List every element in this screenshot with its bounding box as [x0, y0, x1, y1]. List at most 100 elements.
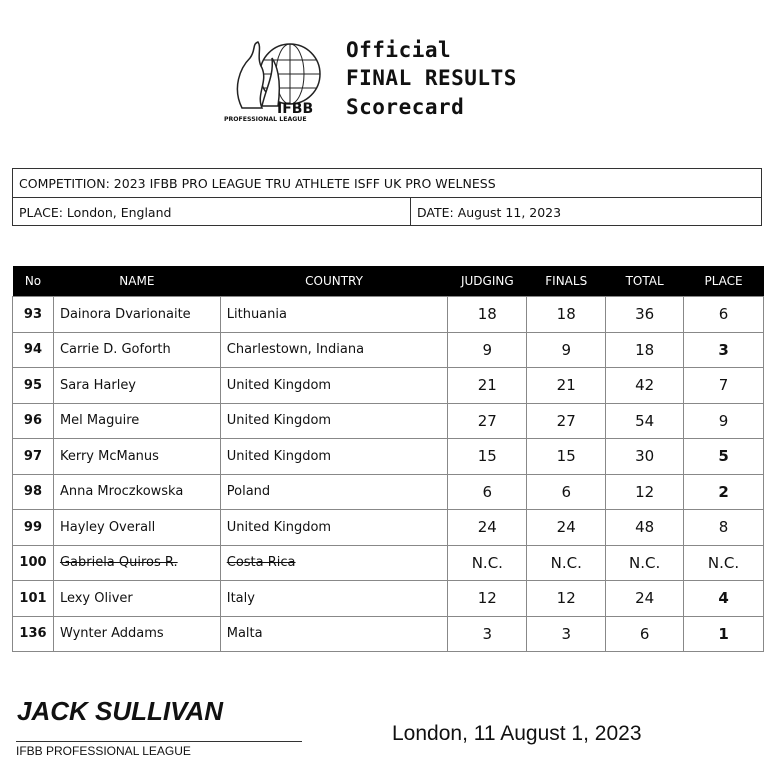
svg-text:IFBB: IFBB: [277, 101, 313, 117]
cell-place: N.C.: [683, 544, 764, 581]
cell-judging: 12: [447, 580, 528, 617]
cell-place: 8: [683, 509, 764, 546]
cell-finals: 21: [526, 367, 607, 404]
results-table: No NAME COUNTRY JUDGING FINALS TOTAL PLACE 93 D…: [12, 266, 764, 652]
competition-place: PLACE: London, England: [13, 198, 411, 226]
cell-total: N.C.: [605, 544, 685, 581]
cell-total: 48: [605, 509, 685, 546]
column-header: COUNTRY: [220, 266, 448, 297]
cell-no: 98: [12, 473, 54, 510]
cell-place: 5: [683, 438, 764, 475]
cell-no: 93: [12, 296, 54, 333]
cell-country: Charlestown, Indiana: [219, 331, 449, 368]
cell-name: Mel Maguire: [52, 402, 221, 439]
cell-total: 24: [605, 580, 685, 617]
place-date: London, 11 August 1, 2023: [392, 722, 642, 745]
title-official: Official: [346, 38, 452, 62]
cell-country: Lithuania: [219, 296, 449, 333]
cell-finals: 15: [526, 438, 607, 475]
cell-finals: 3: [526, 615, 607, 652]
cell-total: 36: [605, 296, 685, 333]
cell-finals: 24: [526, 509, 607, 546]
cell-place: 7: [683, 367, 764, 404]
cell-country: Costa Rica: [219, 544, 449, 581]
table-row: 95 Sara Harley United Kingdom 21 21 42 7: [12, 367, 764, 404]
table-row: 97 Kerry McManus United Kingdom 15 15 30 5: [12, 438, 764, 475]
column-header: JUDGING: [447, 266, 527, 297]
signature-line: [16, 741, 302, 742]
cell-no: 99: [12, 509, 54, 546]
cell-total: 30: [605, 438, 685, 475]
table-row: 99 Hayley Overall United Kingdom 24 24 48 8: [12, 509, 764, 546]
cell-name: Lexy Oliver: [52, 580, 221, 617]
column-header: TOTAL: [605, 266, 684, 297]
cell-no: 94: [12, 331, 54, 368]
title-scorecard: Scorecard: [346, 95, 465, 119]
table-row: 98 Anna Mroczkowska Poland 6 6 12 2: [12, 473, 764, 510]
cell-finals: N.C.: [526, 544, 607, 581]
cell-judging: 15: [447, 438, 528, 475]
cell-judging: 6: [447, 473, 528, 510]
table-row: 136 Wynter Addams Malta 3 3 6 1: [12, 615, 764, 652]
cell-name: Hayley Overall: [52, 509, 221, 546]
column-header: FINALS: [526, 266, 606, 297]
cell-country: United Kingdom: [219, 509, 449, 546]
cell-judging: 18: [447, 296, 528, 333]
cell-name: Dainora Dvarionaite: [52, 296, 221, 333]
column-header: NAME: [53, 266, 221, 297]
table-row: 101 Lexy Oliver Italy 12 12 24 4: [12, 580, 764, 617]
cell-total: 12: [605, 473, 685, 510]
signature-org: IFBB PROFESSIONAL LEAGUE: [16, 744, 191, 758]
cell-judging: 9: [447, 331, 528, 368]
cell-judging: 27: [447, 402, 528, 439]
cell-name: Anna Mroczkowska: [52, 473, 221, 510]
cell-place: 3: [683, 331, 764, 368]
svg-text:PROFESSIONAL LEAGUE: PROFESSIONAL LEAGUE: [224, 116, 307, 122]
cell-place: 2: [683, 473, 764, 510]
cell-finals: 12: [526, 580, 607, 617]
cell-name: Kerry McManus: [52, 438, 221, 475]
cell-no: 100: [12, 544, 54, 581]
cell-place: 9: [683, 402, 764, 439]
cell-country: United Kingdom: [219, 367, 449, 404]
cell-country: Malta: [219, 615, 449, 652]
cell-country: Poland: [219, 473, 449, 510]
cell-judging: 3: [447, 615, 528, 652]
cell-no: 101: [12, 580, 54, 617]
signature-name: JACK SULLIVAN: [17, 696, 224, 726]
cell-name: Sara Harley: [52, 367, 221, 404]
cell-country: United Kingdom: [219, 402, 449, 439]
title-final-results: FINAL RESULTS: [346, 66, 517, 90]
table-row: 93 Dainora Dvarionaite Lithuania 18 18 36 6: [12, 296, 764, 333]
cell-country: Italy: [219, 580, 449, 617]
cell-judging: N.C.: [447, 544, 528, 581]
cell-judging: 24: [447, 509, 528, 546]
cell-finals: 9: [526, 331, 607, 368]
cell-no: 136: [12, 615, 54, 652]
cell-total: 6: [605, 615, 685, 652]
ifbb-logo: IFBB PROFESSIONAL LEAGUE: [224, 41, 321, 122]
cell-no: 95: [12, 367, 54, 404]
cell-total: 18: [605, 331, 685, 368]
cell-name: Gabriela Quiros R.: [52, 544, 221, 581]
cell-finals: 27: [526, 402, 607, 439]
cell-place: 1: [683, 615, 764, 652]
cell-total: 42: [605, 367, 685, 404]
cell-finals: 18: [526, 296, 607, 333]
competition-name: COMPETITION: 2023 IFBB PRO LEAGUE TRU AT…: [13, 169, 761, 198]
cell-name: Wynter Addams: [52, 615, 221, 652]
competition-date: DATE: August 11, 2023: [417, 205, 562, 220]
column-header: No: [12, 266, 54, 297]
cell-total: 54: [605, 402, 685, 439]
column-header: PLACE: [683, 266, 764, 297]
table-row: 100 Gabriela Quiros R. Costa Rica N.C. N.C. N…: [12, 544, 764, 581]
table-row: 96 Mel Maguire United Kingdom 27 27 54 9: [12, 402, 764, 439]
competition-info: COMPETITION: 2023 IFBB PRO LEAGUE TRU AT…: [12, 168, 762, 226]
cell-finals: 6: [526, 473, 607, 510]
cell-no: 96: [12, 402, 54, 439]
table-row: 94 Carrie D. Goforth Charlestown, Indiana 9…: [12, 331, 764, 368]
cell-judging: 21: [447, 367, 528, 404]
cell-country: United Kingdom: [219, 438, 449, 475]
cell-name: Carrie D. Goforth: [52, 331, 221, 368]
cell-place: 6: [683, 296, 764, 333]
